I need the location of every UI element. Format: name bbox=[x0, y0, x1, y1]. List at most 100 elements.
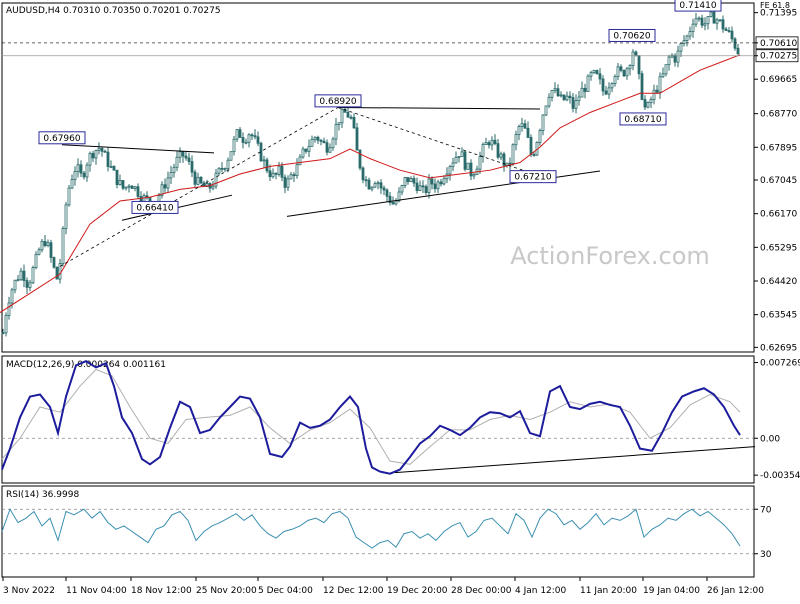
candle-body bbox=[430, 178, 434, 185]
candle-body bbox=[382, 187, 386, 191]
candle-body bbox=[289, 174, 293, 180]
candle-body bbox=[271, 172, 275, 178]
candle-body bbox=[181, 151, 185, 157]
price-tick-label: 0.62695 bbox=[760, 343, 797, 353]
candle-body bbox=[31, 267, 35, 284]
candle-body bbox=[52, 257, 56, 268]
candle-body bbox=[454, 156, 458, 164]
candle-body bbox=[1, 332, 5, 335]
candle-body bbox=[610, 83, 614, 89]
candle-body bbox=[370, 186, 374, 190]
price-tick-label: 0.68770 bbox=[760, 110, 797, 120]
watermark: ActionForex.com bbox=[510, 242, 710, 270]
candle-body bbox=[703, 23, 707, 26]
candle-body bbox=[244, 141, 248, 144]
candle-body bbox=[715, 19, 719, 24]
rsi-panel-frame bbox=[1, 485, 755, 578]
candle-body bbox=[418, 185, 422, 191]
price-tick-label: 0.65295 bbox=[760, 243, 797, 253]
candle-body bbox=[124, 186, 128, 189]
candle-body bbox=[532, 154, 536, 156]
candle-body bbox=[709, 11, 713, 17]
candle-body bbox=[496, 143, 500, 158]
candle-body bbox=[247, 134, 251, 143]
candle-body bbox=[385, 189, 389, 197]
candle-body bbox=[319, 139, 323, 142]
price-tick-label: 0.63545 bbox=[760, 311, 797, 321]
price-annotations: 0.67960 0.66410 0.68920 0.67210 0.70620 0.687… bbox=[38, 0, 722, 214]
candle-body bbox=[16, 279, 20, 282]
candle-body bbox=[70, 179, 74, 189]
candle-body bbox=[337, 122, 341, 126]
macd-tick-label: 0.00 bbox=[760, 434, 780, 444]
candle-body bbox=[436, 181, 440, 190]
x-tick-label: 11 Jan 20:00 bbox=[580, 586, 637, 596]
candle-body bbox=[442, 178, 446, 185]
candle-body bbox=[685, 35, 689, 42]
rsi-title: RSI(14) 36.9998 bbox=[6, 490, 79, 500]
candle-body bbox=[232, 138, 236, 153]
candle-body bbox=[484, 142, 488, 145]
candle-body bbox=[445, 173, 449, 180]
candle-body bbox=[220, 167, 224, 170]
candle-body bbox=[640, 73, 644, 100]
candle-body bbox=[559, 94, 563, 97]
candle-body bbox=[88, 152, 92, 166]
price-axis: 0.71395 0.70610 0.70275 0.69665 0.68770 0.678… bbox=[754, 9, 799, 353]
candle-body bbox=[13, 279, 17, 291]
candle-body bbox=[457, 156, 461, 158]
candle-body bbox=[97, 147, 101, 151]
candle-body bbox=[592, 70, 596, 74]
candle-body bbox=[538, 130, 542, 143]
candle-body bbox=[28, 282, 32, 288]
price-tick-label: 0.66170 bbox=[760, 210, 797, 220]
candle-body bbox=[400, 185, 404, 193]
candle-body bbox=[277, 165, 281, 175]
candle-body bbox=[250, 134, 254, 137]
candle-body bbox=[511, 144, 515, 164]
candle-body bbox=[649, 99, 653, 103]
x-tick-label: 4 Jan 12:00 bbox=[515, 586, 567, 596]
candle-body bbox=[292, 174, 296, 177]
x-tick-label: 5 Dec 04:00 bbox=[258, 586, 313, 596]
candle-body bbox=[688, 31, 692, 37]
candle-body bbox=[175, 156, 179, 168]
candle-body bbox=[310, 138, 314, 147]
candle-body bbox=[550, 90, 554, 98]
candle-body bbox=[67, 187, 71, 206]
candle-body bbox=[469, 162, 473, 177]
x-tick-label: 12 Dec 12:00 bbox=[323, 586, 384, 596]
price-tick-label: 0.70275 bbox=[760, 52, 797, 62]
candle-body bbox=[619, 66, 623, 71]
price-candles bbox=[1, 6, 740, 337]
candle-body bbox=[604, 90, 608, 95]
annotation-label: 0.66410 bbox=[136, 203, 173, 213]
candle-body bbox=[358, 149, 362, 169]
dashed-trendline bbox=[337, 107, 534, 175]
price-tick-label: 0.64420 bbox=[760, 277, 797, 287]
candle-body bbox=[679, 43, 683, 52]
candle-body bbox=[160, 184, 164, 196]
macd-signal-line bbox=[1, 368, 741, 465]
candle-body bbox=[133, 186, 137, 189]
x-tick-label: 19 Dec 20:00 bbox=[387, 586, 448, 596]
rsi-tick-label: 70 bbox=[760, 505, 772, 515]
candle-body bbox=[412, 178, 416, 184]
candle-body bbox=[517, 126, 521, 135]
candle-body bbox=[265, 159, 269, 172]
candle-body bbox=[73, 171, 77, 181]
trendline bbox=[61, 144, 215, 154]
macd-trendline bbox=[394, 446, 756, 474]
candle-body bbox=[22, 270, 26, 281]
candle-body bbox=[256, 136, 260, 144]
candle-body bbox=[43, 241, 47, 246]
candle-body bbox=[106, 151, 110, 167]
candle-body bbox=[109, 166, 113, 168]
candle-body bbox=[493, 139, 497, 145]
candle-body bbox=[118, 180, 122, 186]
candle-body bbox=[577, 96, 581, 102]
candle-body bbox=[334, 124, 338, 140]
candle-body bbox=[349, 116, 353, 119]
macd-line bbox=[1, 360, 741, 475]
